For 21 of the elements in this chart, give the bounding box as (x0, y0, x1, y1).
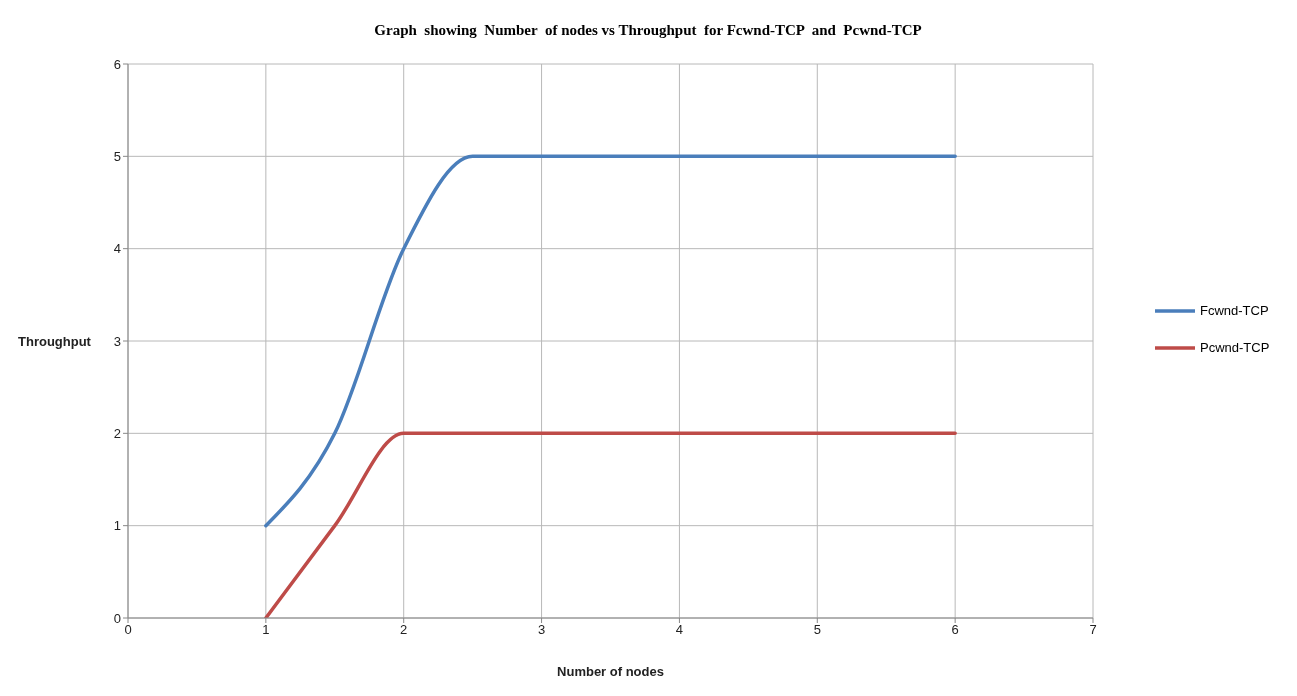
y-tick-label: 3 (113, 333, 121, 349)
line-series (264, 154, 957, 528)
x-tick-label: 5 (813, 622, 821, 638)
y-tick-label: 6 (113, 56, 121, 72)
x-tick-label: 2 (400, 622, 408, 638)
x-axis-title: Number of nodes (557, 664, 664, 679)
y-tick-label: 2 (113, 425, 121, 441)
y-tick-label: 5 (113, 148, 121, 164)
x-tick-label: 7 (1089, 622, 1097, 638)
x-tick-label: 4 (675, 622, 684, 638)
y-tick-label: 1 (113, 518, 121, 534)
legend-label: Fcwnd-TCP (1200, 303, 1269, 318)
y-tick-label: 4 (113, 241, 121, 257)
y-tick-label: 0 (113, 610, 121, 626)
x-tick-label: 1 (262, 622, 270, 638)
x-tick-label: 6 (951, 622, 959, 638)
x-tick-label: 0 (124, 622, 132, 638)
x-tick-label: 3 (537, 622, 546, 638)
y-axis-title: Throughput (18, 333, 92, 349)
legend-label: Pcwnd-TCP (1200, 340, 1270, 355)
chart-title: Graph showing Number of nodes vs Throughput for Fcwnd-TCP and Pcwnd-TCP (373, 22, 923, 39)
